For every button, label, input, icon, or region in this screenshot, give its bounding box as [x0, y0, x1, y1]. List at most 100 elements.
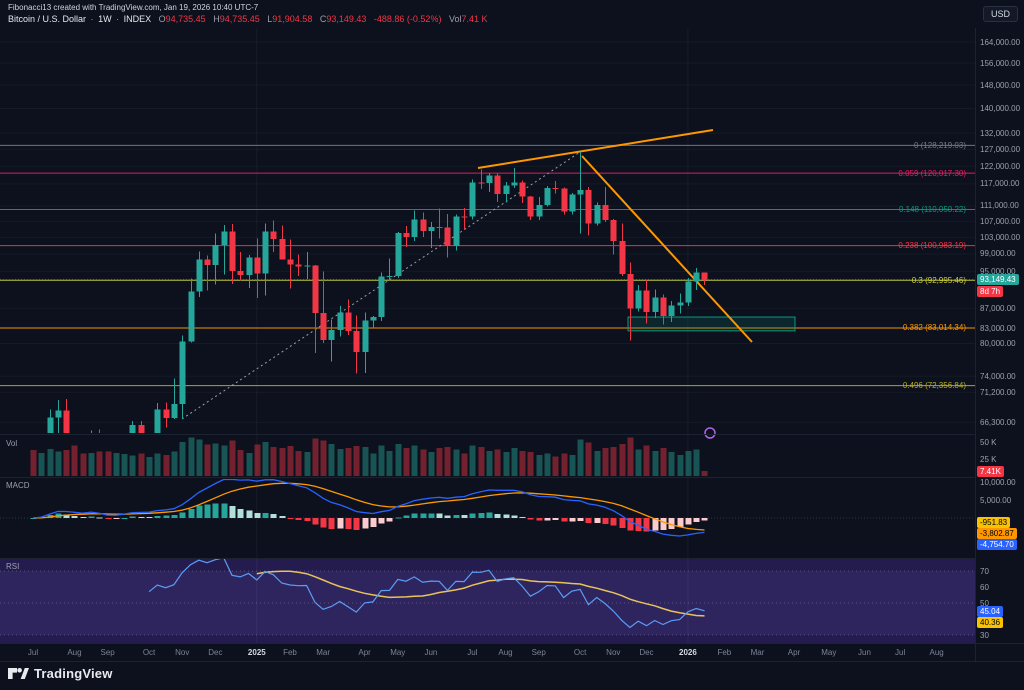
rsi-axis-label: 30 — [980, 631, 989, 640]
last-price-badge: 93,149.43 — [977, 274, 1019, 286]
month-axis-label: Apr — [787, 648, 801, 657]
month-axis-label: Aug — [929, 648, 944, 657]
separator-dot: · — [116, 14, 120, 24]
rsi-pane-label[interactable]: RSI — [6, 562, 20, 571]
volume-axis-label: 50 K — [980, 438, 997, 447]
year-axis-label: 2026 — [679, 648, 697, 657]
price-axis-label: 87,000.00 — [980, 303, 1016, 313]
time-axis-separator — [0, 643, 1024, 644]
macd-line — [32, 479, 705, 537]
month-axis-label: Dec — [208, 648, 223, 657]
price-axis-label: 156,000.00 — [980, 58, 1021, 68]
tradingview-logo-text: TradingView — [34, 666, 113, 681]
price-axis-label: 132,000.00 — [980, 128, 1021, 138]
rsi-axis-label: 70 — [980, 567, 989, 576]
low-value: 91,904.58 — [272, 14, 313, 24]
candles-series[interactable] — [31, 152, 708, 548]
month-axis-label: May — [821, 648, 837, 657]
month-axis-label: Jul — [27, 648, 39, 657]
year-axis-label: 2025 — [247, 648, 266, 657]
tradingview-logo-icon — [8, 668, 29, 679]
price-axis-label: 103,000.00 — [980, 232, 1021, 242]
volume-value-badge: 7.41K — [977, 465, 1004, 477]
symbol-title[interactable]: Bitcoin / U.S. Dollar — [8, 14, 87, 24]
price-axis-label: 74,000.00 — [980, 371, 1016, 381]
price-axis-label: 99,000.00 — [980, 249, 1016, 259]
rsi-pane-background — [0, 559, 975, 643]
price-axis-label: 117,000.00 — [980, 179, 1020, 189]
change-value: -488.86 (-0.52%) — [373, 14, 442, 24]
month-axis-label: Apr — [358, 648, 371, 657]
volume-axis-label: 25 K — [980, 455, 997, 464]
volume-value: 7.41 K — [461, 14, 488, 24]
month-axis-label: Jul — [895, 648, 906, 657]
pane-separator[interactable] — [0, 434, 975, 435]
high-value: 94,735.45 — [219, 14, 260, 24]
price-axis-label: 164,000.00 — [980, 37, 1021, 47]
price-axis-label: 95,000.00 — [980, 266, 1016, 276]
rsi-value-badge: 40.36 — [977, 617, 1004, 628]
interval-label[interactable]: 1W — [98, 14, 112, 24]
price-axis-label: 107,000.00 — [980, 216, 1021, 226]
supply-demand-zone-box — [627, 316, 796, 332]
macd-pane-label[interactable]: MACD — [6, 481, 30, 490]
rsi-axis-label: 50 — [980, 599, 989, 608]
price-axis-separator — [975, 28, 976, 661]
fib-level-label: 0.382 (83,014.34) — [902, 323, 966, 333]
macd-axis-label: 5,000.00 — [980, 496, 1012, 505]
month-axis-label: Oct — [573, 648, 587, 657]
macd-value-badge: -3,802.87 — [977, 528, 1017, 539]
month-axis-label: Aug — [498, 648, 513, 657]
open-label: O — [158, 14, 166, 24]
bar-countdown-badge: 8d 7h — [977, 286, 1004, 298]
open-value: 94,735.45 — [165, 14, 206, 24]
main-chart-canvas[interactable] — [0, 0, 975, 643]
price-axis-label: 127,000.00 — [980, 144, 1021, 154]
rsi-axis-label: 60 — [980, 583, 989, 592]
month-axis-label: Mar — [750, 648, 765, 657]
rising-resistance-line — [477, 129, 714, 169]
macd-axis-label: 10,000.00 — [980, 478, 1016, 487]
pane-separator[interactable] — [0, 558, 975, 559]
rsi-ma-line — [256, 570, 705, 617]
exchange-label: INDEX — [123, 14, 152, 24]
price-axis-label: 122,000.00 — [980, 161, 1021, 171]
currency-toggle-button[interactable]: USD — [982, 6, 1018, 22]
price-gridlines — [0, 28, 975, 643]
macd-signal-line — [32, 482, 705, 531]
month-axis-label: Jun — [858, 648, 871, 657]
tradingview-logo[interactable]: TradingView — [8, 666, 113, 681]
drawing-anchor-marker — [704, 427, 716, 439]
price-axis-label: 140,000.00 — [980, 103, 1021, 113]
month-axis-label: Jun — [424, 648, 438, 657]
month-axis-label: Sep — [531, 648, 546, 657]
high-label: H — [213, 14, 220, 24]
fib-level-label: 0.148 (110,050.22) — [898, 205, 966, 215]
close-value: 93,149.43 — [326, 14, 367, 24]
month-axis-label: Feb — [283, 648, 297, 657]
price-axis-label: 71,200.00 — [980, 387, 1016, 397]
low-label: L — [267, 14, 273, 24]
volume-label: Vol — [448, 14, 462, 24]
month-axis-label: Dec — [639, 648, 654, 657]
falling-resistance-line — [581, 155, 753, 343]
price-axis-label: 111,000.00 — [980, 201, 1019, 211]
macd-value-badge: -951.83 — [977, 517, 1011, 528]
price-axis-label: 83,000.00 — [980, 323, 1016, 333]
month-axis-label: Mar — [316, 648, 331, 657]
fib-level-label: 0.059 (120,017.30) — [898, 168, 966, 178]
month-axis-label: Nov — [606, 648, 621, 657]
macd-value-badge: -4,754.70 — [977, 539, 1017, 550]
month-axis-label: Sep — [100, 648, 115, 657]
rsi-line — [148, 559, 705, 629]
pane-separator[interactable] — [0, 477, 975, 478]
month-axis-label: Oct — [142, 648, 156, 657]
volume-pane-label[interactable]: Vol — [6, 439, 18, 448]
rsi-value-badge: 45.04 — [977, 605, 1004, 617]
separator-dot: · — [90, 14, 94, 24]
fib-level-label: 0 (128,219.03) — [913, 140, 966, 150]
footer-separator — [0, 661, 1024, 662]
price-axis-label: 80,000.00 — [980, 338, 1016, 348]
volume-bars — [30, 437, 708, 476]
